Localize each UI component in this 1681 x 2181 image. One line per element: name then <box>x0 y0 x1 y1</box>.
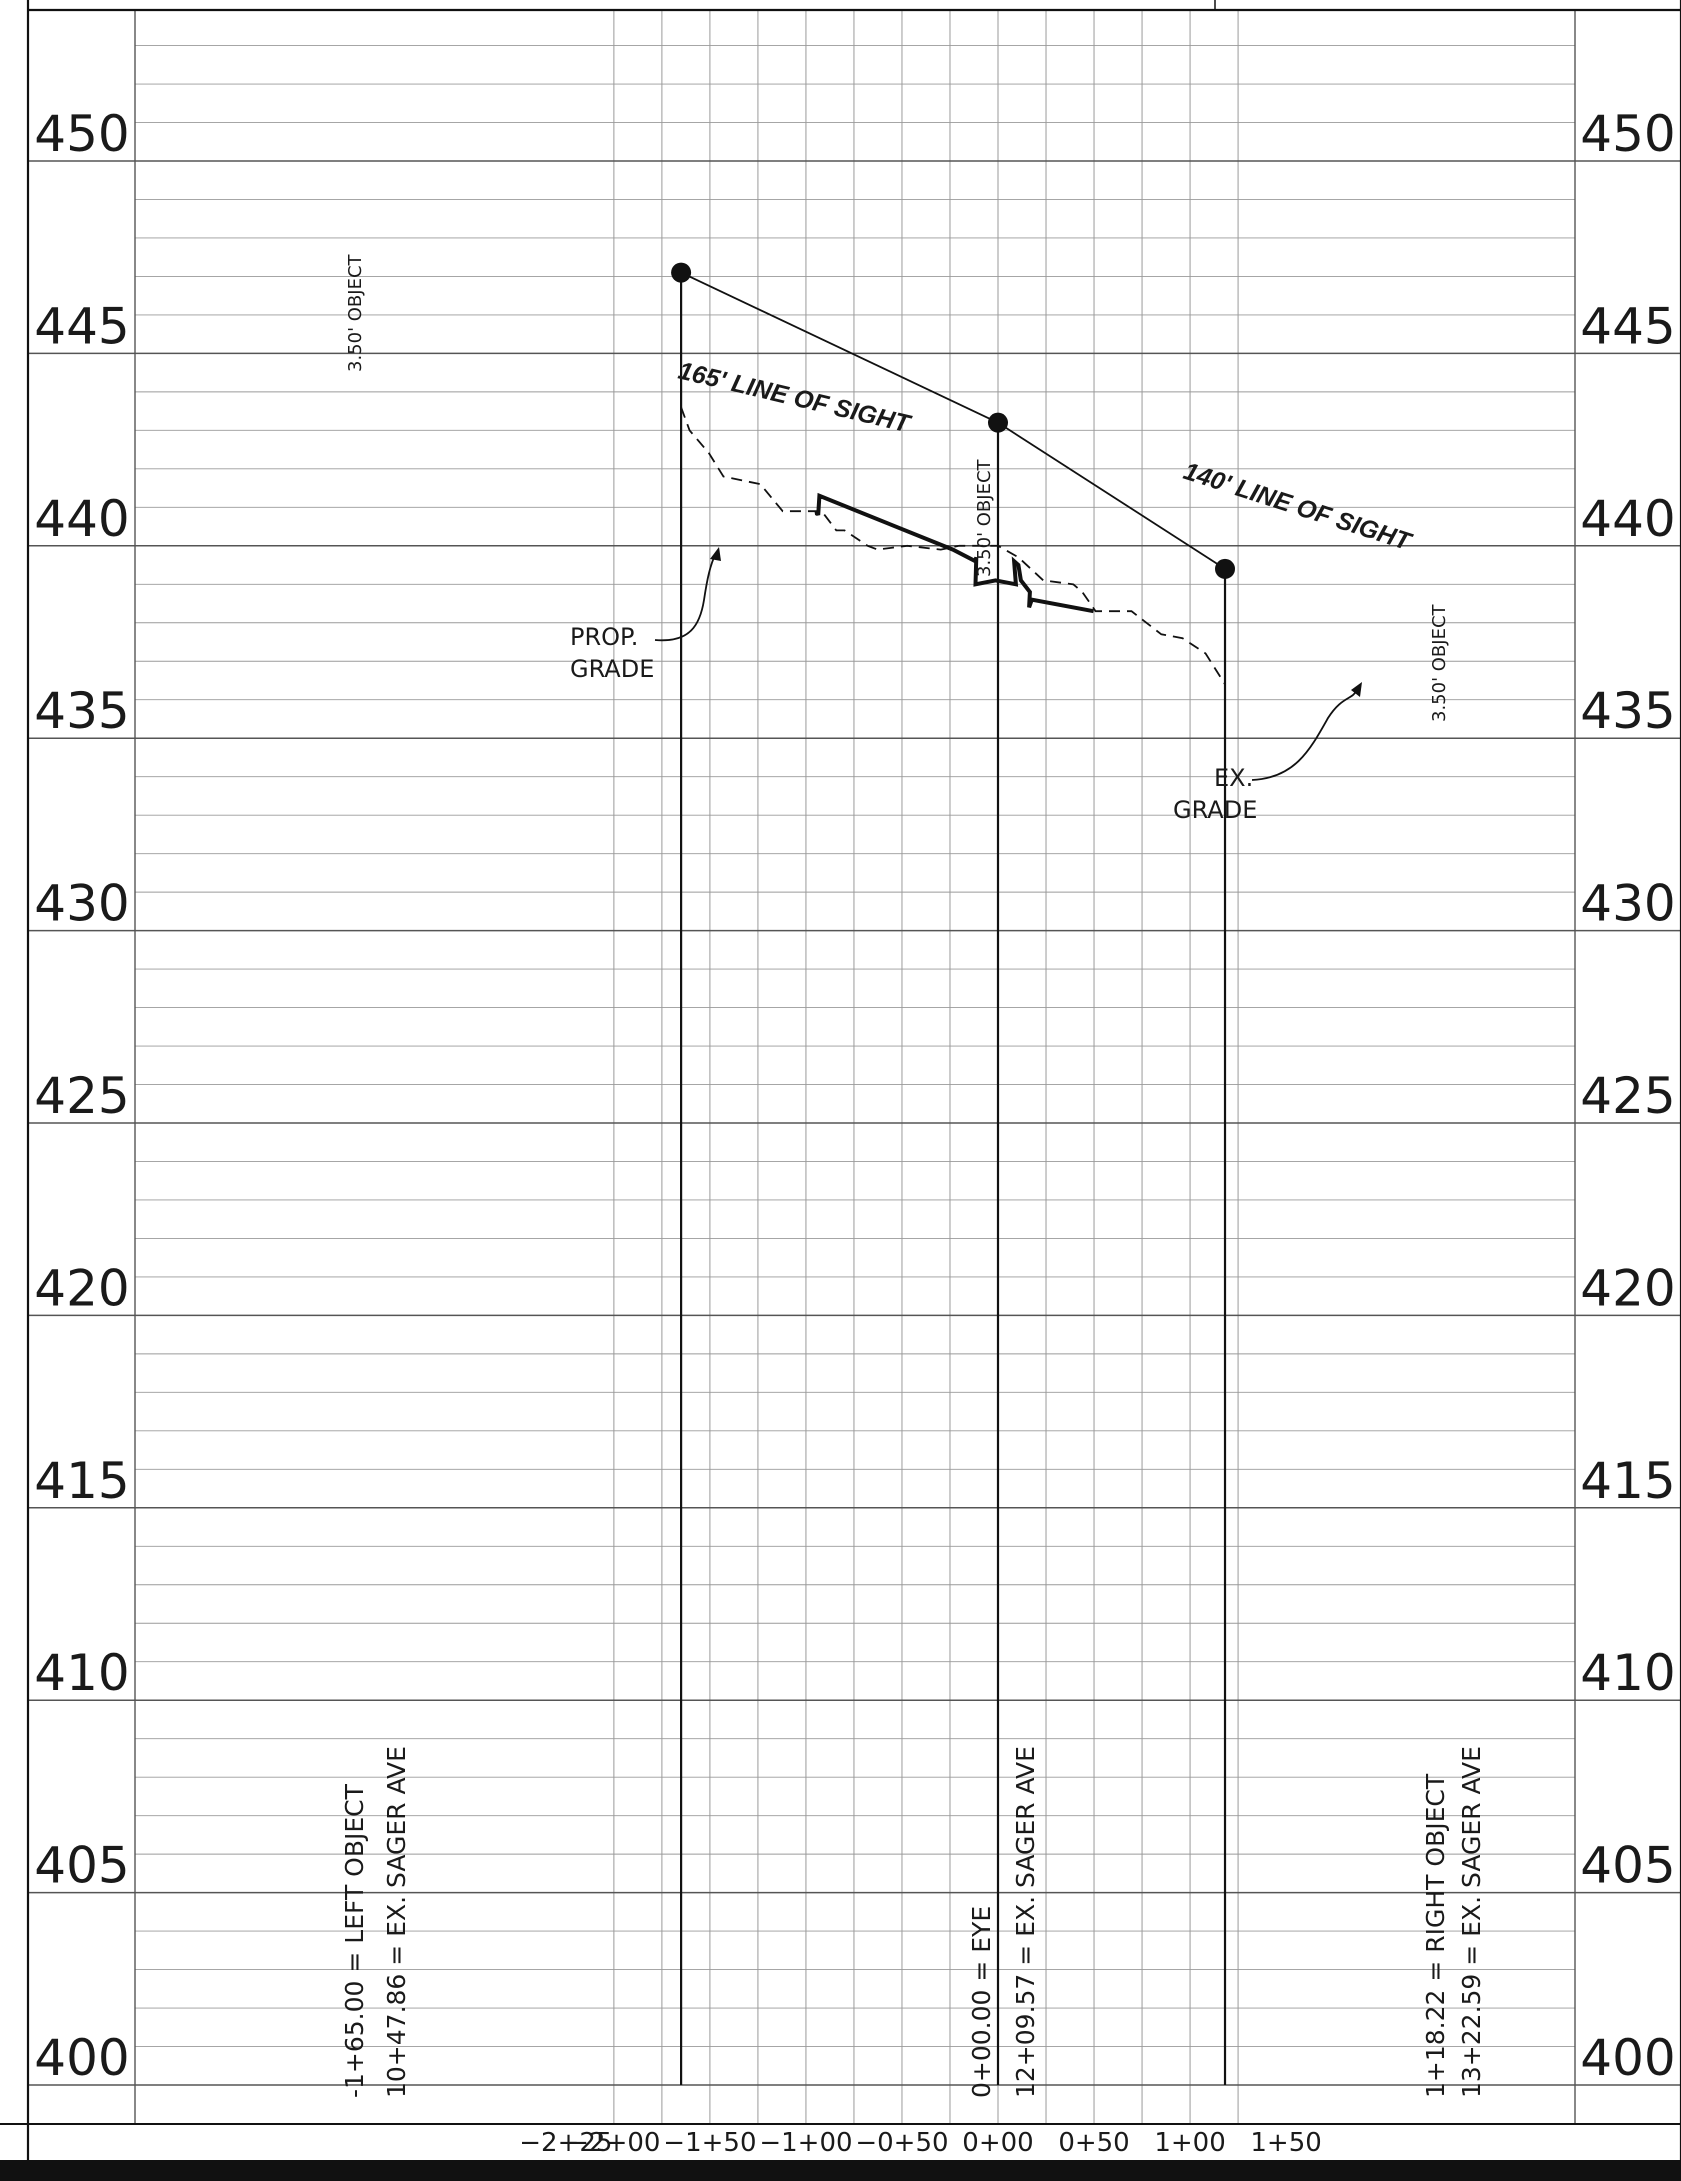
minor-grid <box>135 10 1575 2124</box>
station-label: 0+00 <box>962 2128 1033 2158</box>
station-lines <box>680 272 1227 2085</box>
elevation-label-right: 420 <box>1580 1259 1675 1317</box>
ex-grade-arrowhead <box>1351 682 1362 697</box>
left-station-callout-2: 10+47.86 = EX. SAGER AVE <box>382 1746 411 2098</box>
ex-grade-label-line1: EX. <box>1214 764 1253 792</box>
station-label: 1+50 <box>1250 2128 1321 2158</box>
left-object-point <box>671 262 692 283</box>
elevation-label-left: 445 <box>34 297 129 355</box>
elevation-label-right: 405 <box>1580 1837 1675 1895</box>
prop-grade-label-line1: PROP. <box>570 623 638 651</box>
elevation-label-left: 405 <box>34 1837 129 1895</box>
elevation-label-right: 435 <box>1580 682 1675 740</box>
proposed-grade-line <box>814 492 1094 614</box>
elevation-labels-right: 400 405 410 415 420 425 430 435 440 445 450 <box>1580 105 1675 2087</box>
station-label: −2+00 <box>567 2128 660 2158</box>
station-labels: −2+25−2+00 −1+50 −1+00 −0+50 0+00 0+50 1+00 1+5… <box>519 2128 1322 2158</box>
elevation-label-right: 415 <box>1580 1452 1675 1510</box>
prop-grade-leader <box>654 552 717 642</box>
left-object-height-label: 3.50' OBJECT <box>345 253 366 372</box>
elevation-label-left: 410 <box>34 1644 129 1702</box>
bottom-border <box>0 2160 1681 2181</box>
elevation-label-left: 450 <box>34 105 129 163</box>
elevation-label-right: 400 <box>1580 2029 1675 2087</box>
station-label: −0+50 <box>855 2128 948 2158</box>
station-label: 1+00 <box>1154 2128 1225 2158</box>
station-label: −1+50 <box>663 2128 756 2158</box>
elevation-label-right: 450 <box>1580 105 1675 163</box>
right-station-callout-1: 1+18.22 = RIGHT OBJECT <box>1421 1773 1450 2098</box>
elevation-label-left: 440 <box>34 490 129 548</box>
elevation-label-left: 425 <box>34 1067 129 1125</box>
existing-grade-line <box>680 406 1226 685</box>
eye-station-callout-1: 0+00.00 = EYE <box>967 1906 996 2098</box>
station-label: 0+50 <box>1058 2128 1129 2158</box>
elevation-label-right: 425 <box>1580 1067 1675 1125</box>
elevation-label-right: 445 <box>1580 297 1675 355</box>
elevation-label-left: 435 <box>34 682 129 740</box>
right-object-height-label: 3.50' OBJECT <box>1429 603 1450 722</box>
elevation-labels-left: 400 405 410 415 420 425 430 435 440 445 450 <box>34 105 129 2087</box>
elevation-label-left: 400 <box>34 2029 129 2087</box>
right-object-point <box>1215 558 1236 579</box>
ex-grade-leader <box>1251 689 1358 781</box>
station-label: −2+25 <box>519 2128 612 2158</box>
elevation-label-left: 430 <box>34 875 129 933</box>
major-grid <box>28 10 1681 2124</box>
ex-grade-label-line2: GRADE <box>1173 796 1257 824</box>
left-station-callout-1: -1+65.00 = LEFT OBJECT <box>340 1783 369 2098</box>
eye-object-height-label: 3.50' OBJECT <box>974 458 995 577</box>
station-label: −1+00 <box>759 2128 852 2158</box>
right-station-callout-2: 13+22.59 = EX. SAGER AVE <box>1457 1746 1486 2098</box>
prop-grade-label-line2: GRADE <box>570 655 654 683</box>
elevation-label-right: 410 <box>1580 1644 1675 1702</box>
line-of-sight-140 <box>997 421 1226 570</box>
elevation-label-right: 430 <box>1580 875 1675 933</box>
elevation-label-left: 420 <box>34 1259 129 1317</box>
prop-grade-arrowhead <box>710 547 721 561</box>
elevation-label-right: 440 <box>1580 490 1675 548</box>
eye-station-callout-2: 12+09.57 = EX. SAGER AVE <box>1011 1746 1040 2098</box>
sight-points <box>671 262 1236 579</box>
elevation-label-left: 415 <box>34 1452 129 1510</box>
eye-point <box>988 412 1008 433</box>
line-of-sight-165 <box>680 271 999 424</box>
